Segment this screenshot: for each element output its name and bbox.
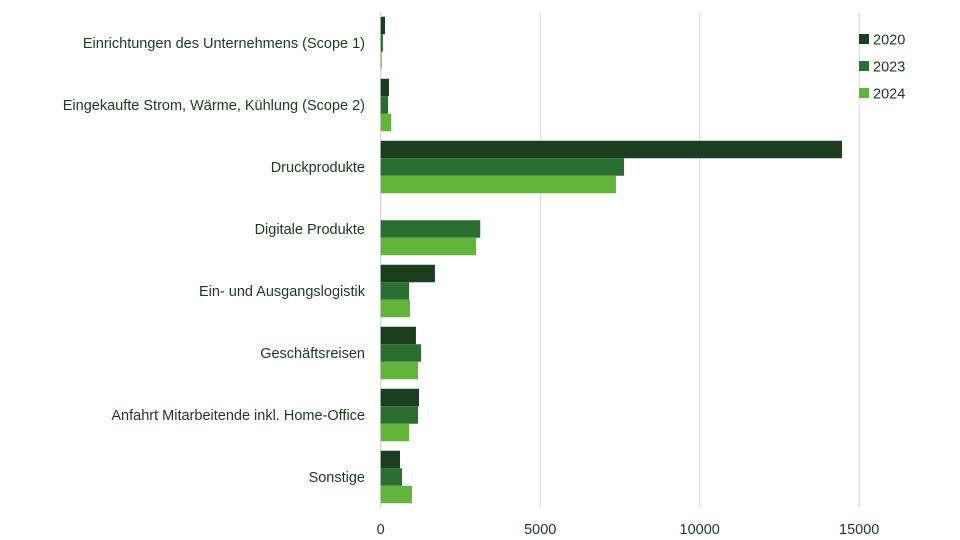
bar-2024 <box>380 299 411 318</box>
bar-2023 <box>380 96 389 114</box>
bar-2023 <box>380 282 410 300</box>
x-tick-label: 15000 <box>839 522 879 538</box>
bar-2020 <box>380 140 842 159</box>
category-label: Sonstige <box>309 470 365 486</box>
x-tick-label: 10000 <box>680 522 720 538</box>
bar-2023 <box>380 158 625 176</box>
category-label: Digitale Produkte <box>255 222 365 238</box>
x-tick-label: 5000 <box>524 522 556 538</box>
bar-2024 <box>380 51 382 70</box>
bar-2023 <box>380 34 383 52</box>
category-label: Geschäftsreisen <box>260 346 365 362</box>
bar-2020 <box>380 78 389 97</box>
bar-2024 <box>380 361 419 380</box>
bar-2024 <box>380 175 616 194</box>
bar-2020 <box>380 450 400 469</box>
category-label: Eingekaufte Strom, Wärme, Kühlung (Scope… <box>63 98 365 114</box>
category-label: Einrichtungen des Unternehmens (Scope 1) <box>83 36 365 52</box>
legend-swatch-2024 <box>859 88 869 98</box>
bar-2024 <box>380 113 392 132</box>
bar-2020 <box>380 388 419 407</box>
category-label: Ein- und Ausgangslogistik <box>199 284 366 300</box>
bar-2024 <box>380 423 410 442</box>
legend-label: 2020 <box>873 33 905 49</box>
bar-2023 <box>380 406 419 424</box>
bar-2024 <box>380 237 477 256</box>
bar-2023 <box>380 344 422 362</box>
bar-2020 <box>380 16 386 35</box>
legend-swatch-2023 <box>859 61 869 71</box>
legend-label: 2024 <box>873 87 905 103</box>
bar-2020 <box>380 326 416 345</box>
bar-2020 <box>380 264 435 283</box>
bar-2024 <box>380 485 412 504</box>
category-label: Druckprodukte <box>271 160 365 176</box>
bar-2023 <box>380 220 481 238</box>
bar-2023 <box>380 468 403 486</box>
x-tick-label: 0 <box>377 522 385 538</box>
category-label: Anfahrt Mitarbeitende inkl. Home-Office <box>111 408 365 424</box>
legend-swatch-2020 <box>859 34 869 44</box>
legend-label: 2023 <box>873 60 905 76</box>
